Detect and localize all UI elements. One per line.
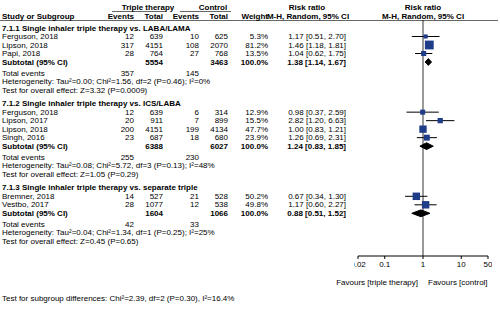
svg-text:Risk ratio: Risk ratio — [405, 3, 442, 12]
svg-text:Favours [triple therapy]: Favours [triple therapy] — [336, 278, 418, 287]
svg-text:Test for overall effect: Z=0.4: Test for overall effect: Z=0.45 (P=0.65) — [8, 237, 139, 246]
svg-text:4134: 4134 — [210, 124, 228, 134]
svg-text:1066: 1066 — [210, 209, 228, 218]
svg-text:Events: Events — [108, 12, 135, 21]
svg-text:7: 7 — [194, 116, 199, 126]
svg-text:2.82 [1.20, 6.63]: 2.82 [1.20, 6.63] — [288, 116, 346, 126]
svg-text:1.17 [0.60, 2.27]: 1.17 [0.60, 2.27] — [288, 200, 346, 210]
svg-text:527: 527 — [149, 191, 163, 201]
svg-text:47.7%: 47.7% — [245, 124, 268, 134]
svg-text:Total: Total — [209, 12, 228, 21]
svg-text:12: 12 — [125, 32, 134, 41]
svg-text:1.17 [0.51, 2.70]: 1.17 [0.51, 2.70] — [288, 32, 346, 41]
svg-text:639: 639 — [149, 32, 163, 41]
svg-text:0.02: 0.02 — [354, 260, 366, 269]
svg-text:Subtotal (95% CI): Subtotal (95% CI) — [8, 58, 68, 67]
svg-text:42: 42 — [125, 219, 134, 229]
svg-text:Control: Control — [199, 3, 227, 12]
svg-text:199: 199 — [185, 124, 199, 134]
svg-text:1077: 1077 — [145, 200, 163, 210]
svg-text:Total: Total — [144, 12, 163, 21]
svg-text:687: 687 — [149, 133, 163, 143]
svg-text:639: 639 — [149, 107, 163, 117]
svg-text:230: 230 — [185, 152, 199, 162]
svg-text:0.98 [0.37, 2.59]: 0.98 [0.37, 2.59] — [288, 107, 346, 117]
svg-text:538: 538 — [214, 200, 228, 210]
svg-text:100.0%: 100.0% — [241, 142, 268, 151]
svg-text:1: 1 — [421, 260, 426, 269]
svg-text:145: 145 — [185, 68, 199, 78]
svg-text:4151: 4151 — [145, 40, 163, 50]
svg-text:10: 10 — [190, 32, 199, 41]
svg-text:Test for overall effect: Z=1.0: Test for overall effect: Z=1.05 (P=0.29) — [8, 170, 139, 179]
svg-text:255: 255 — [120, 152, 134, 162]
svg-text:10: 10 — [457, 260, 466, 269]
svg-text:1604: 1604 — [145, 209, 163, 218]
svg-text:6027: 6027 — [210, 142, 228, 151]
svg-text:1.26 [0.69, 2.31]: 1.26 [0.69, 2.31] — [288, 133, 346, 143]
svg-text:625: 625 — [214, 32, 228, 41]
svg-text:768: 768 — [214, 49, 228, 58]
svg-text:357: 357 — [120, 68, 134, 78]
svg-text:20: 20 — [125, 116, 134, 126]
svg-text:6: 6 — [194, 107, 199, 117]
svg-text:49.8%: 49.8% — [245, 200, 268, 210]
svg-text:12: 12 — [125, 107, 134, 117]
svg-text:100.0%: 100.0% — [241, 58, 268, 67]
svg-text:317: 317 — [120, 40, 134, 50]
svg-text:23.9%: 23.9% — [245, 133, 268, 143]
svg-text:0.88 [0.51, 1.52]: 0.88 [0.51, 1.52] — [287, 209, 346, 218]
svg-text:28: 28 — [125, 49, 134, 58]
svg-text:108: 108 — [185, 40, 199, 50]
svg-text:Subtotal (95% CI): Subtotal (95% CI) — [8, 209, 68, 218]
svg-text:0.67 [0.34, 1.30]: 0.67 [0.34, 1.30] — [288, 191, 346, 201]
svg-text:1.04 [0.62, 1.75]: 1.04 [0.62, 1.75] — [288, 49, 346, 58]
svg-text:15.5%: 15.5% — [245, 116, 268, 126]
svg-text:6388: 6388 — [145, 142, 163, 151]
svg-text:5554: 5554 — [145, 58, 163, 67]
svg-text:81.2%: 81.2% — [245, 40, 268, 50]
svg-text:Study or Subgroup: Study or Subgroup — [8, 12, 75, 21]
svg-text:28: 28 — [125, 200, 134, 209]
svg-text:1.46 [1.18, 1.81]: 1.46 [1.18, 1.81] — [288, 40, 346, 50]
svg-text:100.0%: 100.0% — [241, 209, 268, 218]
svg-text:50: 50 — [484, 260, 492, 269]
svg-text:33: 33 — [190, 219, 199, 229]
svg-text:12: 12 — [190, 200, 199, 209]
svg-text:M-H, Random, 95% CI: M-H, Random, 95% CI — [382, 12, 464, 21]
svg-text:M-H, Random, 95% CI: M-H, Random, 95% CI — [267, 12, 349, 21]
svg-text:314: 314 — [214, 107, 228, 117]
svg-text:Test for subgroup differences:: Test for subgroup differences: Chi²=2.39… — [8, 294, 234, 303]
svg-text:13.5%: 13.5% — [245, 49, 268, 58]
svg-text:14: 14 — [125, 191, 134, 201]
svg-text:528: 528 — [214, 191, 228, 201]
svg-text:2070: 2070 — [210, 40, 228, 50]
svg-text:680: 680 — [214, 133, 228, 143]
svg-text:764: 764 — [149, 49, 163, 58]
svg-text:3463: 3463 — [210, 58, 228, 67]
svg-text:Events: Events — [173, 12, 200, 21]
svg-text:899: 899 — [214, 116, 228, 126]
svg-text:200: 200 — [120, 124, 134, 134]
svg-text:5.3%: 5.3% — [249, 32, 268, 41]
svg-text:4151: 4151 — [145, 124, 163, 134]
svg-text:Favours [control]: Favours [control] — [428, 278, 488, 287]
svg-text:Risk ratio: Risk ratio — [289, 3, 326, 12]
svg-text:18: 18 — [190, 133, 199, 142]
svg-text:23: 23 — [125, 133, 134, 142]
svg-text:1.24 [0.83, 1.85]: 1.24 [0.83, 1.85] — [287, 142, 346, 151]
svg-text:1.00 [0.83, 1.21]: 1.00 [0.83, 1.21] — [288, 124, 346, 134]
svg-text:21: 21 — [190, 191, 199, 201]
svg-text:Weight: Weight — [241, 12, 268, 21]
svg-text:50.2%: 50.2% — [245, 191, 268, 201]
svg-text:Triple therapy: Triple therapy — [122, 3, 175, 12]
svg-text:0.1: 0.1 — [379, 260, 391, 269]
svg-text:911: 911 — [150, 116, 163, 126]
svg-text:1.38 [1.14, 1.67]: 1.38 [1.14, 1.67] — [287, 58, 346, 67]
svg-text:12.9%: 12.9% — [245, 107, 268, 117]
svg-text:Test for overall effect: Z=3.3: Test for overall effect: Z=3.32 (P=0.000… — [8, 86, 148, 95]
svg-text:Subtotal (95% CI): Subtotal (95% CI) — [8, 142, 68, 151]
svg-text:27: 27 — [190, 49, 199, 58]
